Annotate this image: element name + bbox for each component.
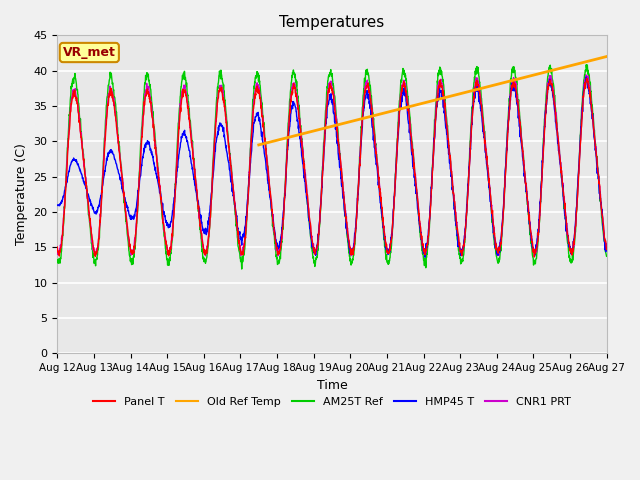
AM25T Ref	[238, 266, 246, 272]
AM25T Ref	[603, 253, 611, 259]
HMP45 T	[587, 100, 595, 106]
Panel T	[531, 254, 538, 260]
AM25T Ref	[587, 88, 595, 94]
HMP45 T	[306, 226, 314, 231]
HMP45 T	[81, 183, 89, 189]
CNR1 PRT	[582, 72, 590, 78]
HMP45 T	[54, 202, 61, 208]
CNR1 PRT	[54, 246, 61, 252]
Old Ref Temp	[255, 142, 262, 148]
HMP45 T	[486, 198, 494, 204]
HMP45 T	[321, 144, 328, 149]
Panel T	[587, 100, 595, 106]
CNR1 PRT	[603, 243, 611, 249]
AM25T Ref	[307, 227, 314, 232]
HMP45 T	[603, 246, 611, 252]
AM25T Ref	[582, 62, 590, 68]
CNR1 PRT	[588, 100, 595, 106]
X-axis label: Time: Time	[317, 379, 348, 392]
CNR1 PRT	[321, 134, 328, 140]
AM25T Ref	[486, 193, 494, 199]
CNR1 PRT	[274, 253, 282, 259]
Line: AM25T Ref: AM25T Ref	[58, 65, 607, 269]
Panel T	[306, 219, 314, 225]
AM25T Ref	[588, 93, 595, 98]
AM25T Ref	[321, 124, 328, 130]
Legend: Panel T, Old Ref Temp, AM25T Ref, HMP45 T, CNR1 PRT: Panel T, Old Ref Temp, AM25T Ref, HMP45 …	[88, 393, 575, 411]
Panel T	[486, 185, 493, 191]
CNR1 PRT	[307, 220, 314, 226]
Panel T	[321, 139, 328, 145]
Title: Temperatures: Temperatures	[279, 15, 385, 30]
HMP45 T	[588, 105, 595, 110]
Line: Old Ref Temp: Old Ref Temp	[259, 57, 607, 145]
Panel T	[54, 244, 61, 250]
CNR1 PRT	[486, 187, 494, 192]
Line: CNR1 PRT: CNR1 PRT	[58, 75, 607, 256]
HMP45 T	[421, 254, 429, 260]
HMP45 T	[582, 74, 590, 80]
Y-axis label: Temperature (C): Temperature (C)	[15, 144, 28, 245]
Panel T	[81, 174, 89, 180]
Panel T	[588, 100, 595, 106]
CNR1 PRT	[587, 100, 595, 106]
AM25T Ref	[54, 257, 61, 263]
CNR1 PRT	[81, 174, 89, 180]
Text: VR_met: VR_met	[63, 46, 116, 59]
Old Ref Temp	[603, 54, 611, 60]
Panel T	[582, 75, 590, 81]
Line: HMP45 T: HMP45 T	[58, 77, 607, 257]
Line: Panel T: Panel T	[58, 78, 607, 257]
Panel T	[603, 247, 611, 252]
AM25T Ref	[81, 174, 89, 180]
